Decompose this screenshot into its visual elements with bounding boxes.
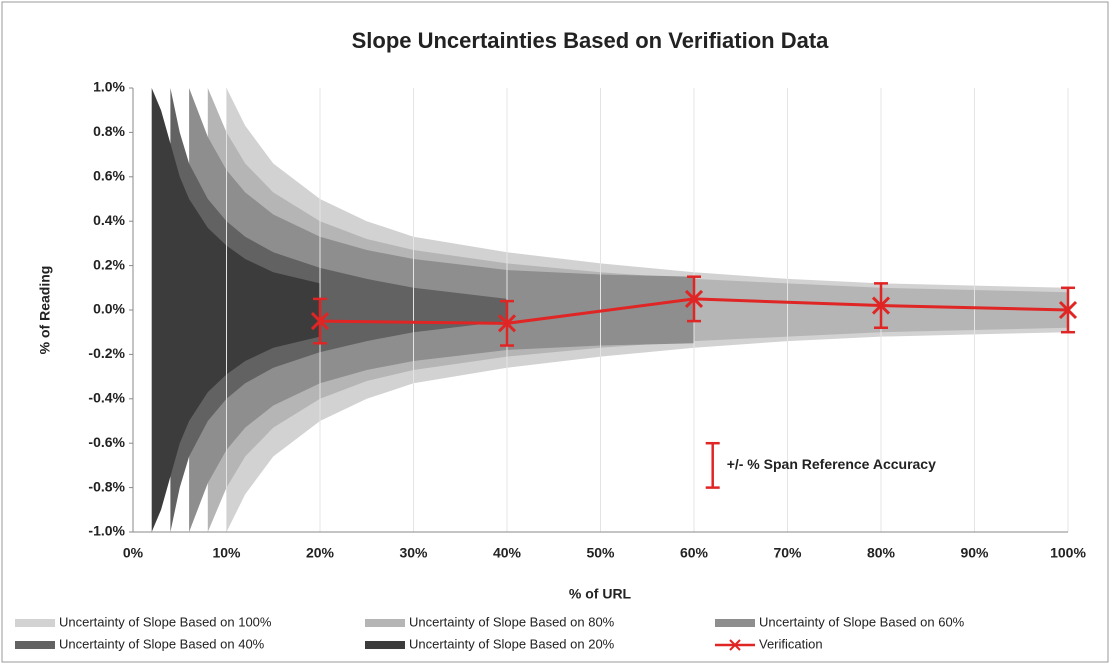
marker-stroke: [684, 289, 704, 308]
marker-stroke: [871, 296, 891, 315]
x-tick-label: 30%: [399, 545, 428, 561]
annotation: +/- % Span Reference Accuracy: [727, 456, 936, 472]
uncertainty-band: [170, 88, 507, 532]
legend-label: Uncertainty of Slope Based on 60%: [759, 614, 965, 629]
marker-stroke: [310, 312, 330, 331]
legend-label: Verification: [759, 636, 823, 651]
legend-swatch: [365, 641, 405, 649]
x-tick-label: 70%: [773, 545, 802, 561]
x-tick-label: 80%: [867, 545, 896, 561]
bands: [151, 88, 1068, 532]
annotation-error-bar: [705, 441, 720, 489]
x-tick-label: 50%: [586, 545, 615, 561]
legend-label: Uncertainty of Slope Based on 80%: [409, 614, 615, 629]
y-tick-label: -1.0%: [88, 523, 125, 539]
y-tick-label: 0.6%: [93, 168, 125, 184]
uncertainty-band: [151, 88, 320, 532]
marker-stroke: [1058, 300, 1078, 320]
chart-title: Slope Uncertainties Based on Verifiation…: [352, 28, 830, 53]
marker: [310, 312, 330, 331]
legend-swatch: [365, 619, 405, 627]
legend-label: Uncertainty of Slope Based on 100%: [59, 614, 272, 629]
y-axis-label: % of Reading: [37, 266, 53, 355]
y-tick-label: 0.8%: [93, 123, 125, 139]
legend-swatch: [15, 619, 55, 627]
marker: [497, 314, 517, 333]
legend-swatch: [15, 641, 55, 649]
x-tick-label: 60%: [680, 545, 709, 561]
x-tick-label: 90%: [960, 545, 989, 561]
legend-marker: [729, 639, 741, 651]
y-tick-label: -0.6%: [88, 434, 125, 450]
marker: [871, 296, 891, 315]
y-tick-label: 0.0%: [93, 301, 125, 317]
marker: [684, 289, 704, 308]
y-tick-label: -0.2%: [88, 345, 125, 361]
x-tick-label: 10%: [212, 545, 241, 561]
y-tick-label: -0.8%: [88, 478, 125, 494]
legend-swatch: [715, 619, 755, 627]
x-tick-label: 20%: [306, 545, 335, 561]
x-tick-label: 40%: [493, 545, 522, 561]
y-tick-label: 0.4%: [93, 212, 125, 228]
y-tick-label: 0.2%: [93, 256, 125, 272]
legend-label: Uncertainty of Slope Based on 40%: [59, 636, 265, 651]
y-tick-label: -0.4%: [88, 390, 125, 406]
x-axis-label: % of URL: [569, 586, 632, 602]
x-tick-label: 0%: [123, 545, 144, 561]
legend-label: Uncertainty of Slope Based on 20%: [409, 636, 615, 651]
y-tick-label: 1.0%: [93, 79, 125, 95]
x-tick-label: 100%: [1050, 545, 1086, 561]
marker-stroke: [497, 314, 517, 333]
marker: [1058, 300, 1078, 320]
